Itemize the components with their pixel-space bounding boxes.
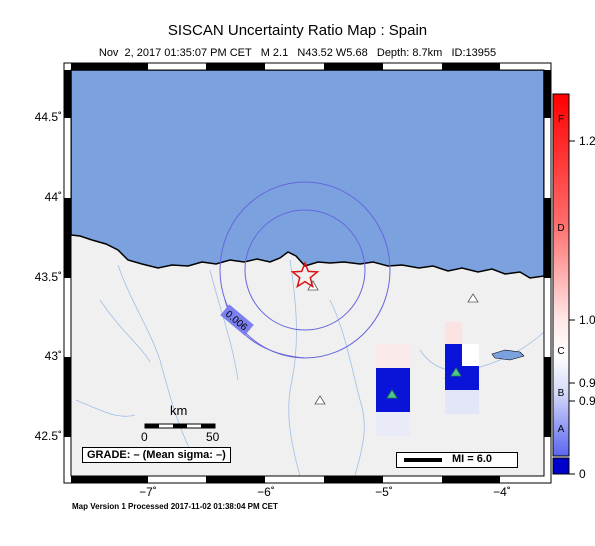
colorbar-grade-letter: A <box>557 424 565 435</box>
y-tick-label: 44˚ <box>44 190 62 204</box>
map-version-footer: Map Version 1 Processed 2017-11-02 01:38… <box>72 502 278 511</box>
colorbar-value: 1.0 <box>579 313 595 327</box>
y-tick-label: 42.5˚ <box>34 429 62 443</box>
station-triangle <box>450 367 462 377</box>
river <box>329 299 365 476</box>
river <box>117 264 191 451</box>
uncertainty-cell <box>445 390 479 414</box>
y-tick-label: 43.5˚ <box>34 270 62 284</box>
uncertainty-cell <box>445 366 479 390</box>
uncertainty-cell <box>376 368 410 412</box>
frame-ticks <box>64 63 551 483</box>
intensity-legend: MI = 6.0 <box>396 452 518 468</box>
scale-bar-end: 50 <box>206 430 220 444</box>
station-triangle <box>386 389 398 399</box>
river <box>75 399 136 417</box>
station-triangle <box>467 293 479 303</box>
colorbar-value: 0.9 <box>579 394 595 408</box>
colorbar-ticks <box>569 140 575 475</box>
colorbar-zero-swatch <box>552 457 570 475</box>
scale-bar-start: 0 <box>141 430 148 444</box>
colorbar-value: 0 <box>579 467 586 481</box>
colorbar-grade-letter: C <box>557 346 565 357</box>
river <box>419 331 544 372</box>
colorbar-grade-letter: F <box>557 114 565 125</box>
river <box>99 299 151 363</box>
map-subtitle: Nov 2, 2017 01:35:07 PM CET M 2.1 N43.52… <box>98 47 497 59</box>
intensity-legend-line <box>404 458 442 462</box>
uncertainty-cell <box>462 344 479 366</box>
x-tick-label: −4˚ <box>493 485 511 499</box>
intensity-legend-label: MI = 6.0 <box>452 453 493 465</box>
colorbar-value: 0.9 <box>579 376 595 390</box>
uncertainty-cell <box>376 412 410 436</box>
x-tick-label: −7˚ <box>139 485 157 499</box>
river <box>209 269 239 381</box>
uncertainty-cell <box>445 322 462 344</box>
map-area <box>71 70 544 476</box>
contour-line <box>244 209 366 331</box>
y-tick-label: 43˚ <box>44 349 62 363</box>
x-tick-label: −6˚ <box>257 485 275 499</box>
grade-legend: GRADE: – (Mean sigma: –) <box>82 447 231 463</box>
scale-bar <box>144 423 216 429</box>
colorbar-grade-letter: B <box>557 388 565 399</box>
uncertainty-cell <box>376 344 410 368</box>
map-title: SISCAN Uncertainty Ratio Map : Spain <box>167 22 428 39</box>
lake <box>491 349 525 361</box>
sea-area <box>71 70 544 279</box>
colorbar-value: 1.2 <box>579 134 595 148</box>
uncertainty-cell <box>445 344 462 366</box>
y-tick-label: 44.5˚ <box>34 110 62 124</box>
x-tick-label: −5˚ <box>375 485 393 499</box>
colorbar-gradient <box>552 93 570 457</box>
river <box>288 259 301 476</box>
station-triangle <box>314 395 326 405</box>
scale-bar-unit: km <box>170 403 188 418</box>
epicenter-star <box>290 260 320 289</box>
colorbar-grade-letter: D <box>557 223 565 234</box>
